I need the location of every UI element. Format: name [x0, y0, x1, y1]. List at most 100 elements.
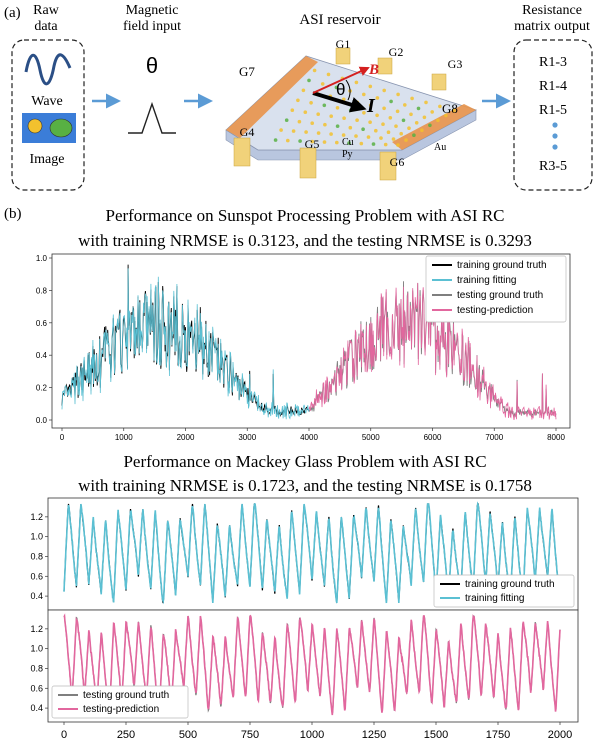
nanomagnet-dot	[416, 106, 421, 111]
nanomagnet-dot	[394, 124, 398, 128]
x-tick-label: 3000	[238, 433, 256, 442]
nanomagnet-dot	[297, 119, 302, 124]
y-tick-label: 0.8	[30, 663, 43, 673]
mackey-train-series	[63, 501, 561, 605]
nanomagnet-dot	[368, 120, 372, 124]
x-tick-label: 5000	[362, 433, 380, 442]
nanomagnet-dot	[335, 106, 340, 110]
y-tick-label: 1.2	[30, 512, 43, 522]
gate-g4: G4	[240, 125, 255, 139]
mackey-title-1: Performance on Mackey Glass Problem with…	[123, 452, 486, 471]
image-yellow-circle	[27, 118, 43, 134]
nanomagnet-dot	[359, 141, 364, 146]
x-tick-label: 1750	[486, 729, 510, 741]
mackey-test-axes: 0.4 0.6 0.8 1.0 1.2	[30, 624, 48, 713]
nanomagnet-dot	[395, 109, 400, 114]
nanomagnet-dot	[403, 103, 407, 107]
output-r35: R3-5	[539, 159, 567, 174]
nanomagnet-dot	[389, 99, 393, 104]
wave-glyph	[24, 53, 72, 86]
angle-arc	[345, 79, 351, 101]
pad-g7	[226, 56, 318, 138]
nanomagnet-dot	[404, 138, 408, 142]
gate-g6: G6	[390, 155, 405, 169]
current-arrow	[312, 91, 367, 113]
panel-a-label: (a)	[4, 5, 21, 21]
legend-test-pred: testing-prediction	[457, 305, 533, 316]
nanomagnet-dot	[322, 103, 327, 108]
nanomagnet-dot	[329, 114, 334, 118]
gate-g8: G8	[442, 101, 458, 116]
nanomagnet-dot	[375, 96, 380, 100]
nanomagnet-dot	[316, 131, 321, 135]
nanomagnet-dot	[347, 141, 351, 145]
legend-mg-train-fit: training fitting	[465, 593, 524, 604]
nanomagnet-dot	[430, 110, 435, 114]
nanomagnet-dot	[438, 104, 442, 109]
contact-g4	[233, 137, 251, 167]
legend-train-truth: training ground truth	[457, 260, 547, 271]
contact-g2	[377, 57, 393, 75]
theta-symbol: θ	[146, 53, 158, 78]
nanomagnet-dot	[368, 103, 373, 108]
y-tick-label: 0.4	[30, 591, 43, 601]
nanomagnet-dot	[382, 88, 387, 93]
nanomagnet-dot	[412, 133, 416, 137]
nanomagnet-dot	[329, 132, 333, 136]
sunspot-legend: training ground truth training fitting t…	[425, 255, 567, 323]
contact-g3	[431, 73, 447, 91]
nanomagnet-dot	[296, 98, 300, 103]
x-tick-label: 250	[117, 729, 135, 741]
x-tick-label: 8000	[547, 433, 565, 442]
nanomagnet-dot	[399, 131, 404, 136]
nanomagnet-dot	[428, 123, 432, 128]
gate-g2: G2	[389, 45, 404, 59]
y-tick-label: 0.2	[36, 384, 48, 393]
series-training-fitting	[61, 268, 310, 420]
x-tick-label: 0	[61, 729, 67, 741]
material-au: Au	[434, 142, 446, 153]
y-tick-label: 1.0	[30, 644, 43, 654]
legend-mg-test-truth: testing ground truth	[83, 690, 169, 701]
nanomagnet-dot	[420, 128, 424, 132]
mackey-test-legend-box	[51, 685, 189, 719]
raw-data-box	[11, 39, 85, 191]
nanomagnet-dot	[452, 108, 456, 113]
nanomagnet-dot	[374, 128, 378, 133]
y-tick-label: 0.4	[30, 703, 43, 713]
y-tick-label: 0.6	[36, 319, 48, 328]
nanomagnet-dot	[323, 122, 327, 127]
nanomagnet-dot	[386, 130, 391, 134]
mackey-title-2: with training NRMSE is 0.1723, and the t…	[78, 476, 532, 495]
nanomagnet-dot	[348, 125, 353, 130]
ellipsis-dot-2	[552, 133, 558, 139]
legend-mg-test-pred: testing-prediction	[83, 704, 159, 715]
x-tick-label: 6000	[424, 433, 442, 442]
nanomagnet-dot	[284, 118, 289, 122]
nanomagnet-dot	[316, 112, 321, 116]
nanomagnet-dot	[379, 136, 383, 140]
output-r14: R1-4	[539, 79, 567, 94]
nanomagnet-dot	[366, 135, 371, 139]
wave-label: Wave	[31, 94, 63, 109]
field-arrow	[312, 66, 370, 94]
material-cu: Cu	[342, 137, 354, 148]
y-tick-label: 1.2	[30, 624, 43, 634]
mackey-train-legend-box	[433, 574, 575, 608]
series-training-fitting	[63, 501, 561, 605]
nanomagnet-dot	[298, 139, 302, 143]
y-tick-label: 0.6	[30, 683, 43, 693]
nanomagnet-dot	[410, 96, 414, 101]
nanomagnet-dot	[320, 82, 325, 86]
raw-data-title-1: Raw	[33, 3, 60, 18]
nanomagnet-dot	[312, 68, 317, 73]
nanomagnet-dot	[290, 108, 295, 112]
nanomagnet-dot	[307, 78, 311, 83]
magnetic-title-2: field input	[123, 19, 181, 34]
y-tick-label: 1.0	[30, 532, 43, 542]
nanomagnet-dot	[391, 137, 396, 141]
mackey-train-legend: training ground truth training fitting	[433, 574, 575, 608]
x-tick-label: 500	[179, 729, 197, 741]
nanomagnet-dot	[407, 126, 411, 130]
nanomagnet-dot	[291, 129, 296, 133]
